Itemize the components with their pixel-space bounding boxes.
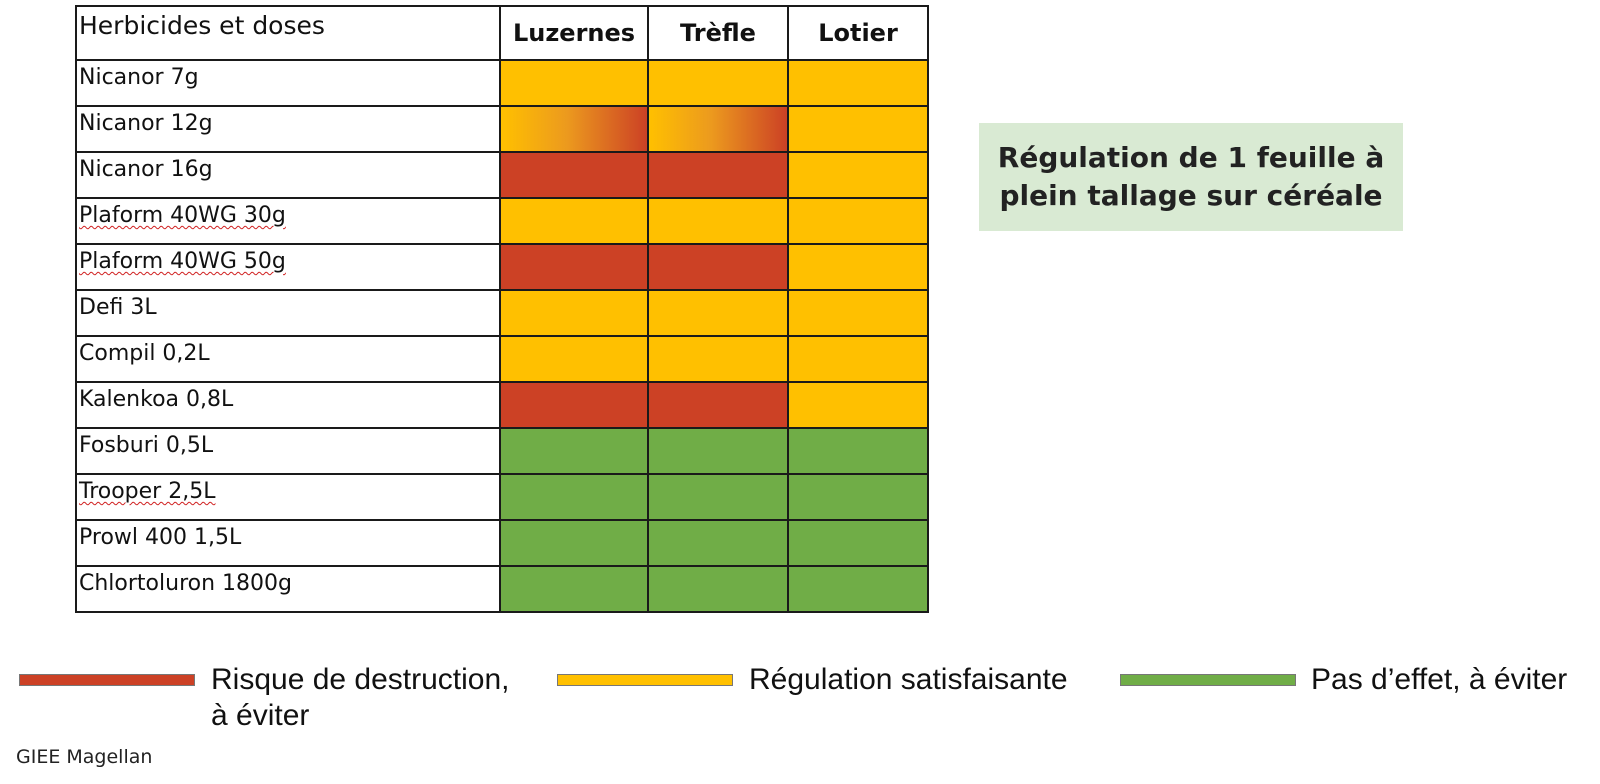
cell-trefle-sans-effet: [647, 565, 789, 613]
cell-trefle-satisfaisant: [647, 289, 789, 337]
legend-swatch-satisfaisant: [557, 674, 733, 686]
cell-lotier-satisfaisant: [787, 197, 929, 245]
credit: GIEE Magellan: [16, 746, 153, 768]
cell-luzernes-sans-effet: [499, 473, 649, 521]
legend-label-destruction: Risque de destruction, à éviter: [211, 662, 510, 734]
herbicide-name: Defi 3L: [75, 289, 501, 337]
cell-trefle-sans-effet: [647, 427, 789, 475]
cell-lotier-satisfaisant: [787, 151, 929, 199]
header-lotier: Lotier: [787, 5, 929, 61]
herbicide-name: Trooper 2,5L: [75, 473, 501, 521]
cell-luzernes-sans-effet: [499, 427, 649, 475]
herbicide-name: Nicanor 12g: [75, 105, 501, 153]
table-row: Compil 0,2L: [75, 335, 929, 383]
legend-label-destruction-line-1: Risque de destruction,: [211, 663, 510, 696]
cell-lotier-satisfaisant: [787, 335, 929, 383]
table-row: Nicanor 7g: [75, 59, 929, 107]
cell-trefle-destruction: [647, 381, 789, 429]
herbicide-name: Nicanor 7g: [75, 59, 501, 107]
legend-label-destruction-line-2: à éviter: [211, 699, 310, 732]
herbicide-name: Chlortoluron 1800g: [75, 565, 501, 613]
table-row: Plaform 40WG 50g: [75, 243, 929, 291]
table-row: Nicanor 16g: [75, 151, 929, 199]
cell-luzernes-sans-effet: [499, 565, 649, 613]
cell-luzernes-satisfaisant: [499, 335, 649, 383]
cell-luzernes-transition: [499, 105, 649, 153]
legend-swatch-sans-effet: [1120, 674, 1296, 686]
herbicide-name: Plaform 40WG 50g: [75, 243, 501, 291]
cell-lotier-satisfaisant: [787, 105, 929, 153]
legend-swatch-destruction: [19, 674, 195, 686]
table-row: Nicanor 12g: [75, 105, 929, 153]
cell-luzernes-destruction: [499, 151, 649, 199]
cell-luzernes-destruction: [499, 381, 649, 429]
cell-luzernes-satisfaisant: [499, 59, 649, 107]
table-row: Fosburi 0,5L: [75, 427, 929, 475]
cell-trefle-sans-effet: [647, 473, 789, 521]
legend-label-satisfaisant: Régulation satisfaisante: [749, 663, 1068, 696]
table-header-row: Herbicides et doses Luzernes Trèfle Loti…: [75, 5, 929, 61]
herbicide-name: Fosburi 0,5L: [75, 427, 501, 475]
cell-lotier-sans-effet: [787, 473, 929, 521]
cell-luzernes-satisfaisant: [499, 197, 649, 245]
cell-trefle-destruction: [647, 151, 789, 199]
cell-luzernes-sans-effet: [499, 519, 649, 567]
herbicide-name: Compil 0,2L: [75, 335, 501, 383]
legend-label-sans-effet: Pas d’effet, à éviter: [1311, 663, 1568, 696]
cell-trefle-destruction: [647, 243, 789, 291]
cell-trefle-satisfaisant: [647, 59, 789, 107]
cell-lotier-satisfaisant: [787, 289, 929, 337]
cell-lotier-sans-effet: [787, 519, 929, 567]
herbicide-table: Herbicides et doses Luzernes Trèfle Loti…: [75, 5, 929, 613]
header-luzernes: Luzernes: [499, 5, 649, 61]
cell-lotier-satisfaisant: [787, 381, 929, 429]
cell-trefle-transition: [647, 105, 789, 153]
cell-lotier-satisfaisant: [787, 59, 929, 107]
table-row: Prowl 400 1,5L: [75, 519, 929, 567]
cell-trefle-satisfaisant: [647, 197, 789, 245]
regulation-note-box: Régulation de 1 feuille à plein tallage …: [979, 123, 1403, 231]
herbicide-name: Plaform 40WG 30g: [75, 197, 501, 245]
herbicide-name: Prowl 400 1,5L: [75, 519, 501, 567]
cell-lotier-satisfaisant: [787, 243, 929, 291]
table-row: Kalenkoa 0,8L: [75, 381, 929, 429]
cell-luzernes-satisfaisant: [499, 289, 649, 337]
cell-luzernes-destruction: [499, 243, 649, 291]
table-row: Defi 3L: [75, 289, 929, 337]
table-body: Nicanor 7g Nicanor 12g Nicanor 16g Plaform …: [75, 59, 929, 613]
regulation-note-line-1: Régulation de 1 feuille à: [997, 141, 1385, 174]
cell-lotier-sans-effet: [787, 427, 929, 475]
header-trefle: Trèfle: [647, 5, 789, 61]
header-herbicides: Herbicides et doses: [75, 5, 501, 61]
herbicide-name: Kalenkoa 0,8L: [75, 381, 501, 429]
regulation-note-line-2: plein tallage sur céréale: [999, 179, 1383, 212]
cell-trefle-sans-effet: [647, 519, 789, 567]
herbicide-name: Nicanor 16g: [75, 151, 501, 199]
table-row: Trooper 2,5L: [75, 473, 929, 521]
cell-lotier-sans-effet: [787, 565, 929, 613]
cell-trefle-satisfaisant: [647, 335, 789, 383]
table-row: Plaform 40WG 30g: [75, 197, 929, 245]
table-row: Chlortoluron 1800g: [75, 565, 929, 613]
